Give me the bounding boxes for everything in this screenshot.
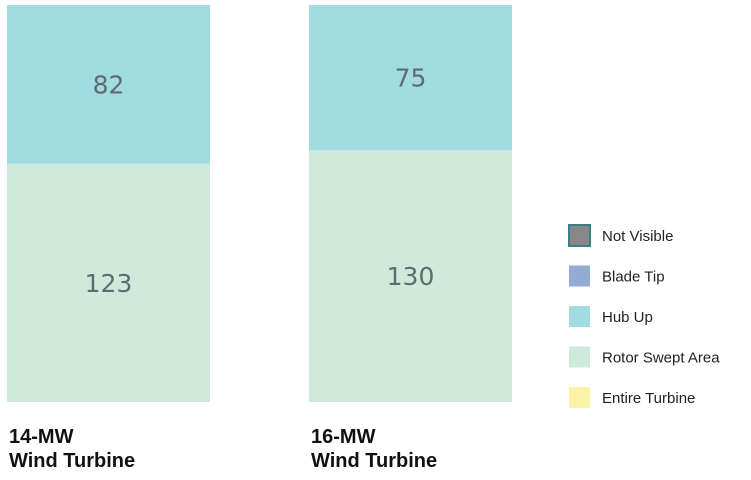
legend: Not Visible Blade Tip Hub Up Rotor Swept Ar… [568, 224, 720, 408]
data-label: 130 [387, 262, 435, 291]
legend-label: Hub Up [602, 309, 653, 326]
category-label: 14-MW Wind Turbine [9, 426, 135, 472]
legend-swatch [569, 265, 590, 287]
legend-label: Not Visible [602, 228, 673, 245]
category-label-line: 14-MW [9, 426, 74, 448]
bars-group [7, 5, 512, 402]
legend-label: Entire Turbine [602, 390, 695, 407]
category-label-line: Wind Turbine [9, 450, 135, 472]
legend-swatch [569, 346, 590, 368]
legend-swatch [569, 306, 590, 327]
bar-segment [7, 5, 210, 164]
legend-item: Hub Up [569, 306, 653, 327]
legend-swatch [569, 387, 590, 408]
legend-item: Not Visible [568, 224, 673, 247]
legend-label: Blade Tip [602, 269, 665, 286]
legend-swatch [568, 224, 591, 247]
data-label: 82 [93, 70, 125, 99]
value-labels-group: 123 82 130 75 [85, 64, 435, 298]
bar-segment [309, 150, 512, 402]
data-label: 75 [395, 64, 427, 93]
category-label: 16-MW Wind Turbine [311, 426, 437, 472]
legend-label: Rotor Swept Area [602, 350, 720, 367]
data-label: 123 [85, 269, 133, 298]
category-label-line: 16-MW [311, 426, 376, 448]
legend-item: Entire Turbine [569, 387, 695, 408]
category-label-line: Wind Turbine [311, 450, 437, 472]
bar-segment [309, 5, 512, 151]
legend-item: Blade Tip [569, 265, 665, 287]
legend-item: Rotor Swept Area [569, 346, 720, 368]
bar-segment [7, 163, 210, 402]
